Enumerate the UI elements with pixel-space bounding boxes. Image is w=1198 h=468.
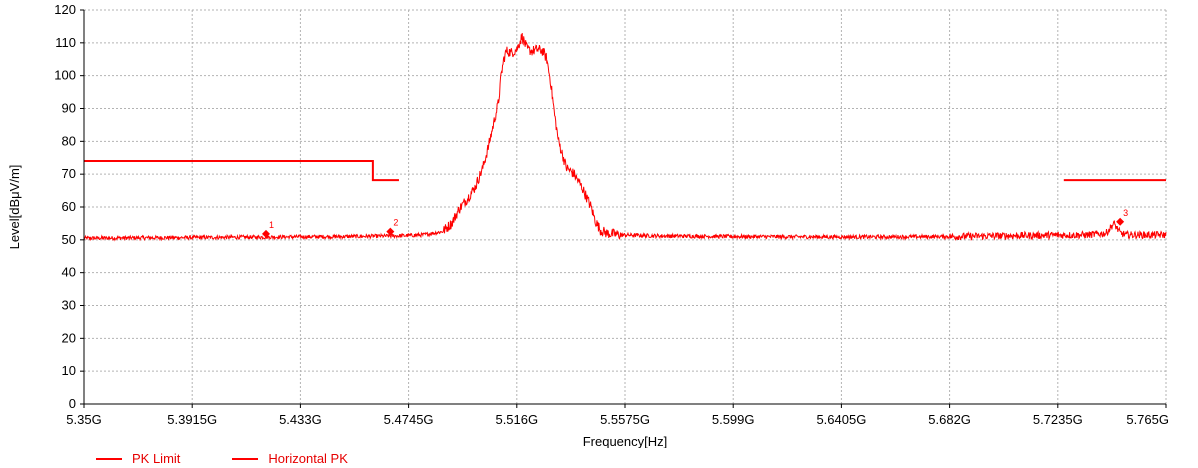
y-tick-label: 50 (62, 232, 76, 247)
x-tick-label: 5.6405G (816, 412, 866, 427)
y-axis-title: Level[dBμV/m] (7, 165, 22, 250)
legend: PK Limit Horizontal PK (96, 451, 348, 466)
y-tick-label: 90 (62, 101, 76, 116)
x-tick-labels: 5.35G 5.3915G 5.433G 5.4745G 5.516G 5.5575G 5.… (66, 404, 1169, 427)
y-tick-label: 120 (54, 2, 76, 17)
pk-limit-line-segment (84, 160, 399, 182)
marker-group: 1 2 3 (261, 208, 1128, 238)
x-tick-label: 5.4745G (384, 412, 434, 427)
y-tick-label: 100 (54, 68, 76, 83)
legend-label-pk-limit: PK Limit (132, 451, 181, 466)
y-tick-label: 30 (62, 298, 76, 313)
y-tick-label: 60 (62, 199, 76, 214)
x-tick-label: 5.516G (495, 412, 538, 427)
legend-swatch-pk-limit (96, 457, 122, 460)
x-tick-label: 5.765G (1126, 412, 1169, 427)
x-tick-label: 5.7235G (1033, 412, 1083, 427)
y-tick-label: 0 (69, 396, 76, 411)
legend-swatch-horizontal-pk (232, 457, 259, 460)
x-tick-label: 5.3915G (167, 412, 217, 427)
y-tick-labels: 0 10 20 30 40 50 60 70 80 90 100 110 120 (54, 2, 84, 411)
legend-item-horizontal-pk[interactable]: Horizontal PK (232, 451, 348, 466)
x-tick-label: 5.682G (928, 412, 971, 427)
x-axis-title: Frequency[Hz] (583, 434, 668, 448)
gridlines (84, 9, 1167, 404)
marker-label-2: 2 (393, 218, 398, 228)
y-tick-label: 70 (62, 166, 76, 181)
legend-item-pk-limit[interactable]: PK Limit (96, 451, 180, 466)
marker-label-1: 1 (269, 220, 274, 230)
marker-3[interactable] (1116, 217, 1125, 226)
spectrum-chart: 0 10 20 30 40 50 60 70 80 90 100 110 120 5.35G 5.3915… (7, 2, 1169, 448)
marker-1[interactable] (261, 229, 270, 238)
y-tick-label: 80 (62, 133, 76, 148)
x-tick-label: 5.433G (279, 412, 322, 427)
y-tick-label: 20 (62, 330, 76, 345)
horizontal-pk-trace (83, 33, 1167, 242)
x-tick-label: 5.35G (66, 412, 101, 427)
y-tick-label: 40 (62, 265, 76, 280)
x-tick-label: 5.5575G (600, 412, 650, 427)
x-tick-label: 5.599G (712, 412, 755, 427)
y-tick-label: 110 (55, 35, 76, 50)
legend-label-horizontal-pk: Horizontal PK (268, 451, 348, 466)
y-tick-label: 10 (62, 363, 76, 378)
marker-2[interactable] (386, 227, 395, 236)
series-group (83, 33, 1167, 242)
marker-label-3: 3 (1123, 208, 1128, 218)
